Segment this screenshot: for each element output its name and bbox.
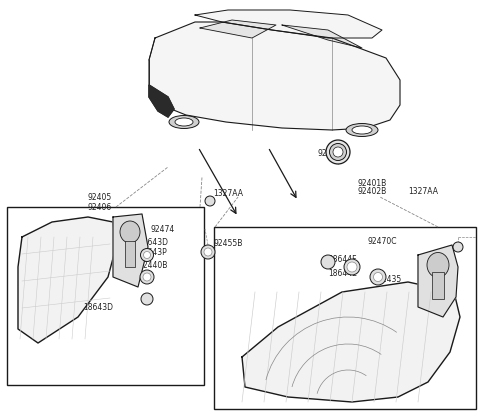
Polygon shape bbox=[242, 282, 460, 402]
Text: 92406: 92406 bbox=[87, 202, 111, 211]
Ellipse shape bbox=[144, 252, 151, 259]
Text: 18644F: 18644F bbox=[328, 255, 357, 264]
Ellipse shape bbox=[352, 127, 372, 135]
Circle shape bbox=[141, 293, 153, 305]
Circle shape bbox=[453, 242, 463, 252]
Polygon shape bbox=[18, 218, 116, 343]
Text: 92402B: 92402B bbox=[358, 187, 387, 196]
Bar bbox=[432, 272, 444, 299]
Text: 92486: 92486 bbox=[318, 149, 342, 158]
Text: 92474: 92474 bbox=[150, 225, 174, 234]
Polygon shape bbox=[418, 245, 458, 317]
Bar bbox=[7, 207, 204, 385]
Circle shape bbox=[347, 262, 357, 272]
Bar bbox=[214, 228, 476, 409]
Ellipse shape bbox=[373, 273, 383, 282]
Ellipse shape bbox=[346, 124, 378, 137]
Text: 18643D: 18643D bbox=[138, 238, 168, 247]
Polygon shape bbox=[195, 11, 382, 39]
Polygon shape bbox=[149, 86, 174, 118]
Text: 18644E: 18644E bbox=[328, 269, 357, 278]
Text: 18643P: 18643P bbox=[138, 248, 167, 257]
Ellipse shape bbox=[427, 253, 449, 278]
Ellipse shape bbox=[370, 269, 386, 285]
Polygon shape bbox=[113, 214, 148, 287]
Circle shape bbox=[143, 273, 151, 281]
Text: 92455B: 92455B bbox=[213, 239, 242, 248]
Polygon shape bbox=[149, 86, 174, 118]
Ellipse shape bbox=[333, 147, 343, 158]
Text: 92401B: 92401B bbox=[358, 178, 387, 187]
Text: 1327AA: 1327AA bbox=[408, 187, 438, 196]
Text: 92405: 92405 bbox=[87, 193, 111, 202]
Polygon shape bbox=[200, 21, 276, 39]
Ellipse shape bbox=[326, 141, 350, 165]
Circle shape bbox=[204, 248, 212, 256]
Circle shape bbox=[321, 255, 335, 269]
Ellipse shape bbox=[120, 221, 140, 243]
Text: 92435: 92435 bbox=[378, 274, 402, 283]
Ellipse shape bbox=[169, 116, 199, 129]
Bar bbox=[125, 242, 135, 267]
Polygon shape bbox=[149, 23, 400, 131]
Circle shape bbox=[344, 259, 360, 275]
Circle shape bbox=[201, 245, 215, 259]
Ellipse shape bbox=[175, 119, 193, 127]
Text: 92440B: 92440B bbox=[138, 261, 168, 270]
Circle shape bbox=[140, 271, 154, 284]
Text: 92470C: 92470C bbox=[368, 237, 397, 246]
Ellipse shape bbox=[141, 249, 154, 262]
Circle shape bbox=[205, 197, 215, 206]
Polygon shape bbox=[282, 26, 362, 49]
Text: 18643D: 18643D bbox=[83, 303, 113, 312]
Ellipse shape bbox=[329, 144, 347, 161]
Text: 1327AA: 1327AA bbox=[213, 188, 243, 197]
